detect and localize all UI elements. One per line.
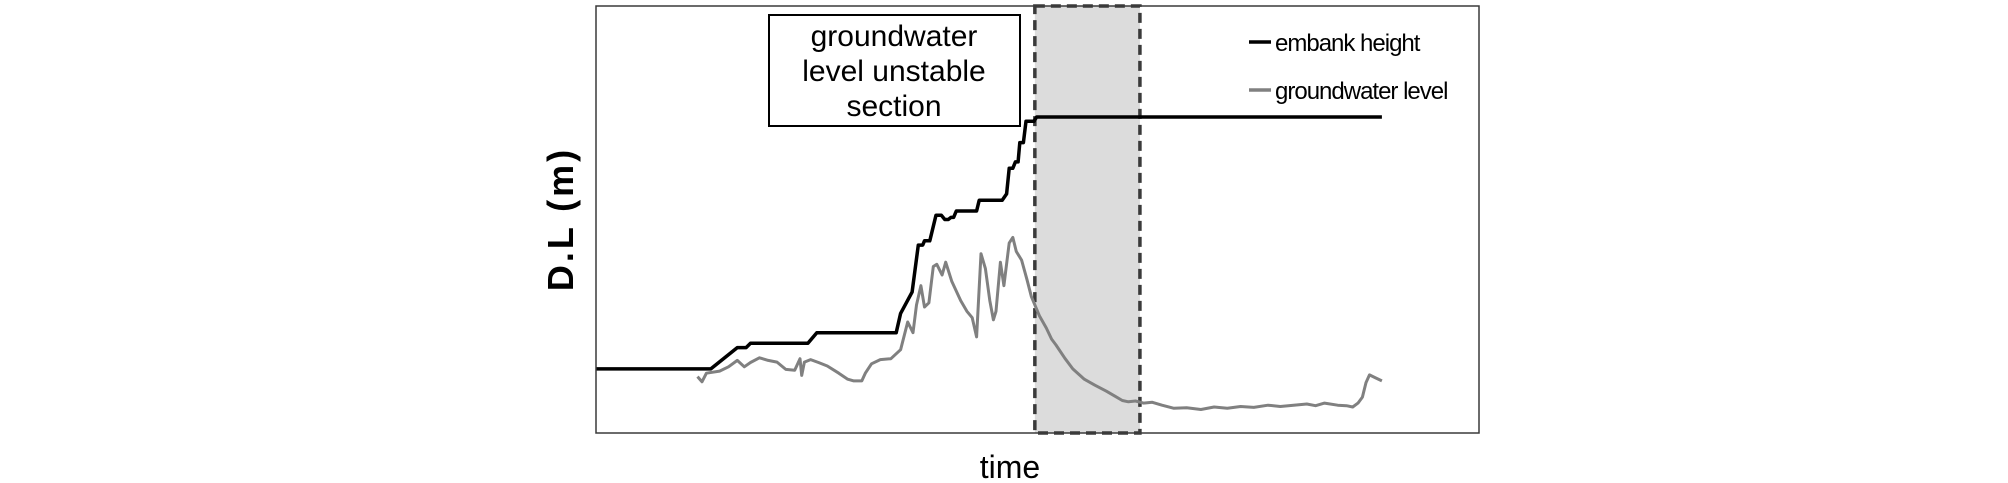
legend-label-groundwater-level: groundwater level xyxy=(1275,78,1447,105)
y-axis-label: D.L (m) xyxy=(540,147,581,291)
annotation-line-1: groundwater xyxy=(811,20,978,53)
x-axis-label: time xyxy=(980,449,1040,483)
annotation-line-3: section xyxy=(846,90,941,123)
groundwater-level-line xyxy=(696,235,1383,411)
plot-area-frame xyxy=(595,5,1480,434)
annotation-box: groundwater level unstable section xyxy=(768,14,1021,127)
annotation-line-2: level unstable xyxy=(802,55,985,88)
unstable-section-highlight xyxy=(1033,4,1142,435)
legend-label-embank-height: embank height xyxy=(1275,30,1421,57)
embank-height-line xyxy=(596,115,1382,371)
legend: embank height groundwater level xyxy=(1249,30,1448,105)
annotation-frame xyxy=(768,14,1021,127)
